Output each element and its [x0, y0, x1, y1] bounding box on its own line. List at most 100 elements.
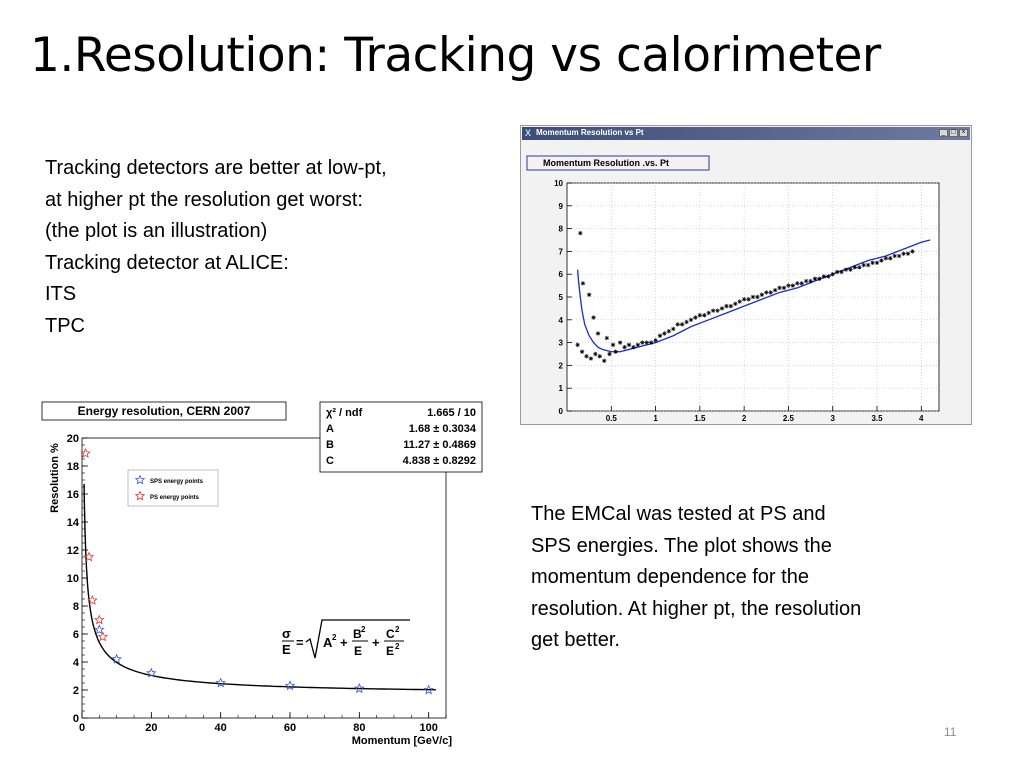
data-point — [719, 306, 725, 311]
fit-param-name: A — [326, 423, 334, 435]
fit-stats-box — [319, 401, 483, 473]
minimize-button[interactable]: _ — [939, 129, 948, 137]
formula-part: 2 — [395, 625, 400, 634]
y-tick-label: 12 — [67, 545, 79, 557]
y-tick-label: 6 — [73, 629, 79, 641]
data-point — [80, 447, 91, 458]
close-button[interactable]: × — [959, 129, 968, 137]
formula-part: 2 — [395, 642, 400, 651]
y-tick-label: 16 — [67, 489, 79, 501]
text-line: The EMCal was tested at PS and — [531, 503, 826, 525]
slide-title: 1.Resolution: Tracking vs calorimeter — [30, 28, 881, 83]
data-point — [750, 294, 756, 300]
legend-label: SPS energy points — [150, 479, 204, 485]
x-tick-label: 1.5 — [694, 414, 706, 423]
fit-curve — [576, 239, 931, 353]
y-tick-label: 6 — [559, 270, 564, 279]
energy-resolution-chart: Energy resolution, CERN 2007 χ² / ndf 1.66… — [41, 401, 483, 747]
text-line: SPS energies. The plot shows the — [531, 534, 832, 557]
data-point — [888, 256, 893, 261]
x-tick-label: 0.5 — [606, 414, 618, 423]
data-point — [588, 356, 594, 361]
text-line: ITS — [45, 283, 77, 305]
data-point — [215, 677, 226, 688]
data-point — [635, 342, 641, 348]
data-point — [892, 253, 897, 259]
text-line: Tracking detectors are better at low-pt, — [45, 157, 387, 179]
y-tick-label: 14 — [67, 517, 80, 529]
data-point — [578, 230, 583, 236]
x-tick-label: 1 — [653, 414, 658, 423]
data-point — [777, 285, 782, 291]
momentum-resolution-chart: 0 1 2 3 4 5 6 7 8 9 10 0.5 1 1.5 2 2.5 3 3.5 4 Momentum Res… — [526, 155, 940, 423]
window-titlebar[interactable]: X Momentum Resolution vs Pt _ □ × — [522, 127, 970, 140]
data-point — [724, 303, 729, 309]
data-point — [617, 340, 623, 345]
data-point — [759, 292, 765, 297]
data-point — [905, 251, 911, 256]
formula-part: E — [386, 644, 394, 658]
data-point — [901, 251, 906, 256]
data-point — [679, 322, 685, 327]
chart-title: Energy resolution, CERN 2007 — [78, 404, 251, 418]
y-tick-label: 8 — [559, 225, 564, 234]
fit-param-name: C — [326, 455, 334, 467]
formula-root — [305, 619, 410, 659]
data-point — [786, 283, 791, 288]
formula-part: + — [340, 635, 348, 650]
data-point — [584, 354, 589, 359]
data-point — [666, 329, 672, 334]
data-point — [94, 624, 105, 635]
legend-marker — [134, 474, 146, 485]
fit-param-value: 1.665 / 10 — [427, 407, 476, 419]
formula-part: 2 — [361, 625, 366, 634]
data-point — [697, 313, 703, 318]
formula-part: + — [372, 635, 380, 650]
window-title: Momentum Resolution vs Pt — [536, 128, 644, 137]
maximize-button[interactable]: □ — [949, 129, 958, 137]
data-point — [728, 303, 734, 309]
data-point — [852, 265, 858, 270]
data-point — [733, 301, 738, 307]
formula-part: B — [353, 627, 362, 641]
data-point — [848, 267, 853, 272]
data-point — [622, 344, 627, 350]
formula-part: σ — [282, 626, 291, 641]
data-point — [644, 340, 649, 345]
data-point — [610, 342, 616, 348]
data-point — [834, 269, 840, 275]
formula-part: 2 — [332, 633, 337, 642]
fit-param-value: 4.838 ± 0.8292 — [403, 455, 476, 467]
data-point — [97, 631, 109, 642]
formula-part: C — [386, 627, 395, 641]
y-tick-label: 2 — [73, 685, 79, 697]
x-tick-label: 2 — [742, 414, 747, 423]
data-point — [602, 358, 607, 364]
y-tick-label: 9 — [559, 202, 564, 211]
data-point — [575, 342, 580, 348]
data-point — [626, 342, 632, 348]
y-tick-label: 0 — [73, 713, 79, 725]
data-point — [883, 256, 889, 261]
x-tick-label: 3 — [830, 414, 835, 423]
data-point — [146, 667, 157, 678]
data-point — [607, 351, 612, 357]
data-point — [764, 290, 769, 295]
text-line: (the plot is an illustration) — [45, 220, 268, 242]
chart-title: Momentum Resolution .vs. Pt — [543, 158, 669, 168]
data-point — [803, 278, 809, 284]
x-tick-label: 20 — [145, 722, 157, 734]
data-point — [790, 283, 796, 288]
chart-title-box — [41, 401, 287, 421]
text-line: Tracking detector at ALICE: — [45, 251, 289, 274]
data-point — [593, 351, 598, 357]
data-point — [817, 276, 822, 281]
data-point — [812, 276, 818, 281]
data-point — [662, 331, 667, 336]
y-tick-label: 20 — [67, 433, 79, 445]
data-point — [591, 315, 596, 320]
y-tick-label: 1 — [559, 384, 564, 393]
text-line: momentum dependence for the — [531, 566, 809, 588]
data-point — [865, 262, 871, 268]
y-tick-label: 2 — [559, 361, 564, 370]
